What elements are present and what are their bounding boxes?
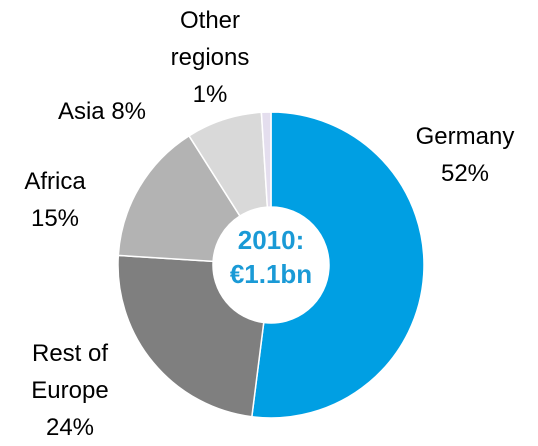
slice-label: Germany 52% <box>395 118 535 192</box>
category-label: Asia <box>57 98 105 125</box>
category-label: Other regions <box>170 7 250 71</box>
slice <box>117 134 241 263</box>
slice <box>117 254 265 418</box>
center-label: 2010: €1.1bn <box>229 225 313 289</box>
slice <box>260 111 272 208</box>
category-label: Africa <box>24 168 86 195</box>
slice-label: Africa 15% <box>5 163 105 237</box>
value-label: 15% <box>30 205 80 232</box>
value-label: 1% <box>192 81 228 108</box>
value-label: 52% <box>440 160 490 187</box>
slice-label: Other regions 1% <box>155 2 265 113</box>
slice-label: Asia 8% <box>22 93 182 130</box>
slice-label: Rest of Europe 24% <box>10 335 130 446</box>
category-label: Rest of Europe <box>31 340 109 404</box>
donut <box>117 111 425 419</box>
slice <box>250 111 425 419</box>
category-label: Germany <box>415 123 515 150</box>
chart: 2010: €1.1bn Germany 52% Rest of Europe 24%… <box>5 2 535 441</box>
value-label: 8% <box>111 98 147 125</box>
value-label: 24% <box>45 414 95 441</box>
